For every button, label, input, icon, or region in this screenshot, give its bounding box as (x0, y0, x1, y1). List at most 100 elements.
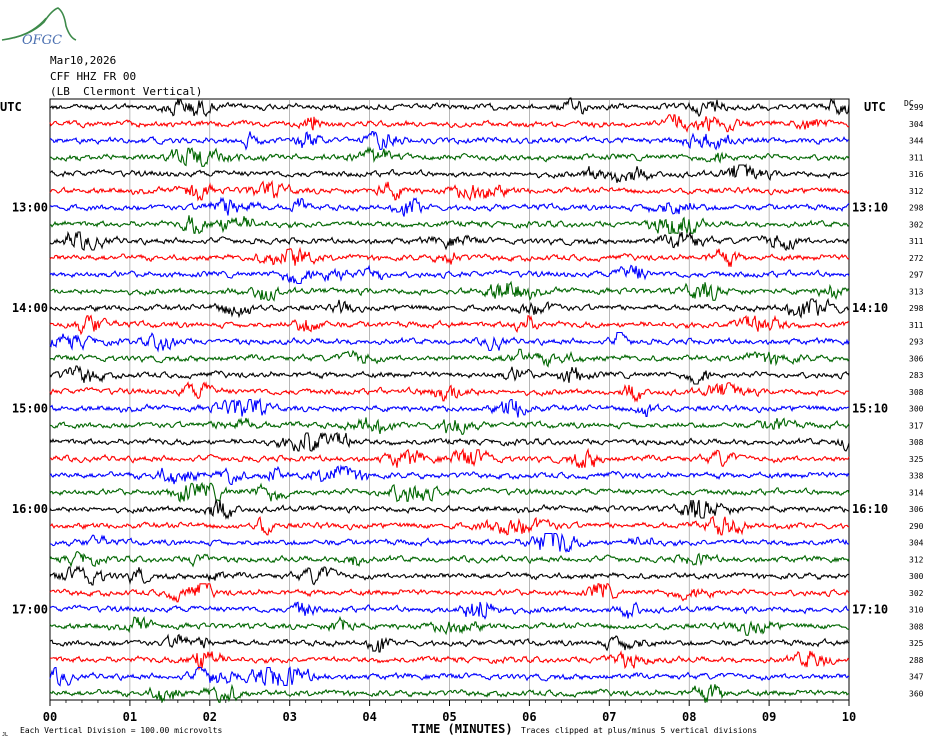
dc-offset-label: 298 (909, 304, 924, 313)
trace-line (49, 397, 850, 418)
header-station: CFF HHZ FR 00 (50, 70, 137, 83)
x-tick-label: 08 (682, 710, 696, 724)
trace-line (49, 481, 850, 503)
dc-offset-label: 311 (909, 153, 924, 162)
trace-line (49, 447, 850, 468)
trace-line (49, 280, 850, 302)
trace-line (49, 497, 850, 520)
dc-offset-label: 293 (909, 338, 924, 347)
trace-line (49, 683, 849, 703)
trace-line (49, 264, 850, 285)
dc-offset-label: 311 (909, 321, 924, 330)
trace-line (49, 381, 850, 403)
x-tick-label: 10 (842, 710, 856, 724)
x-tick-label: 04 (362, 710, 376, 724)
dc-offset-label: 325 (909, 639, 924, 648)
trace-line (49, 365, 850, 385)
dc-offset-label: 302 (909, 589, 924, 598)
dc-offset-label: 283 (909, 371, 924, 380)
dc-offset-label: 316 (909, 170, 924, 179)
left-hour-label: 16:00 (12, 502, 48, 516)
dc-offset-label: 325 (909, 455, 924, 464)
trace-line (49, 97, 850, 118)
right-hour-label: 15:10 (852, 402, 888, 416)
trace-line (49, 601, 850, 620)
trace-line (49, 146, 850, 167)
x-tick-label: 09 (762, 710, 776, 724)
dc-offset-label: 298 (909, 204, 924, 213)
dc-offset-label: 304 (909, 120, 924, 129)
left-hour-label: 14:00 (12, 301, 48, 315)
dc-offset-label: 310 (909, 606, 924, 615)
trace-line (49, 114, 850, 133)
trace-line (49, 163, 850, 183)
trace-line (49, 666, 850, 687)
dc-offset-label: 311 (909, 237, 924, 246)
x-axis-title: TIME (MINUTES) (411, 722, 512, 736)
trace-line (49, 246, 850, 267)
trace-line (50, 650, 850, 671)
dc-offset-label: 300 (909, 405, 924, 414)
trace-line (49, 550, 850, 568)
trace-line (49, 179, 850, 202)
trace-line (49, 196, 850, 217)
dc-offset-label: 272 (909, 254, 924, 263)
right-hour-label: 14:10 (852, 301, 888, 315)
dc-offset-label: 308 (909, 438, 924, 447)
right-hour-label: 16:10 (852, 502, 888, 516)
x-tick-label: 00 (43, 710, 57, 724)
dc-offset-label: 299 (909, 103, 924, 112)
trace-line (49, 633, 850, 653)
logo-swoosh (1, 7, 77, 41)
plot-labels: 00 01 02 03 04 05 06 07 08 09 10 299 304 344 311 316 312… (0, 99, 924, 738)
left-hour-label: 17:00 (12, 603, 48, 617)
trace-line (49, 331, 850, 353)
trace-line (49, 348, 850, 368)
dc-column-title: DC (904, 99, 914, 108)
dc-offset-label: 338 (909, 472, 924, 481)
logo-swoosh-inner (13, 17, 47, 39)
trace-line (49, 464, 850, 486)
dc-offset-label: 347 (909, 673, 924, 682)
dc-offset-label: 297 (909, 271, 924, 280)
dc-offset-label: 300 (909, 572, 924, 581)
dc-offset-label: 360 (909, 689, 924, 698)
trace-line (49, 583, 850, 603)
x-tick-label: 06 (522, 710, 536, 724)
dc-offset-label: 302 (909, 220, 924, 229)
x-tick-label: 02 (203, 710, 217, 724)
trace-line (49, 230, 850, 252)
dc-offset-label: 314 (909, 488, 924, 497)
dc-offset-label: 313 (909, 287, 924, 296)
right-utc-label: UTC (864, 100, 886, 114)
dc-offset-label: 304 (909, 539, 924, 548)
dc-offset-label: 306 (909, 505, 924, 514)
dc-offset-label: 308 (909, 622, 924, 631)
dc-offset-label: 317 (909, 421, 924, 430)
x-tick-label: 03 (282, 710, 296, 724)
header-location: (LB Clermont Vertical) (50, 85, 203, 98)
corner-mark: JL (2, 732, 8, 738)
right-hour-label: 13:10 (852, 201, 888, 215)
x-tick-label: 07 (602, 710, 616, 724)
trace-line (49, 532, 850, 553)
trace-line (49, 515, 850, 536)
x-tick-label: 05 (442, 710, 456, 724)
x-tick-label: 01 (123, 710, 137, 724)
trace-line (49, 297, 850, 319)
dc-offset-label: 308 (909, 388, 924, 397)
trace-line (49, 314, 850, 336)
left-utc-label: UTC (0, 100, 22, 114)
right-hour-label: 17:10 (852, 603, 888, 617)
trace-line (49, 130, 850, 151)
ofgc-logo: OFGC (1, 7, 77, 46)
dc-offset-label: 312 (909, 555, 924, 564)
left-hour-label: 15:00 (12, 402, 48, 416)
trace-line (49, 215, 850, 235)
plot-grid (49, 98, 850, 706)
traces (49, 97, 850, 703)
trace-line (49, 417, 850, 435)
dc-offset-label: 290 (909, 522, 924, 531)
left-hour-label: 13:00 (12, 201, 48, 215)
